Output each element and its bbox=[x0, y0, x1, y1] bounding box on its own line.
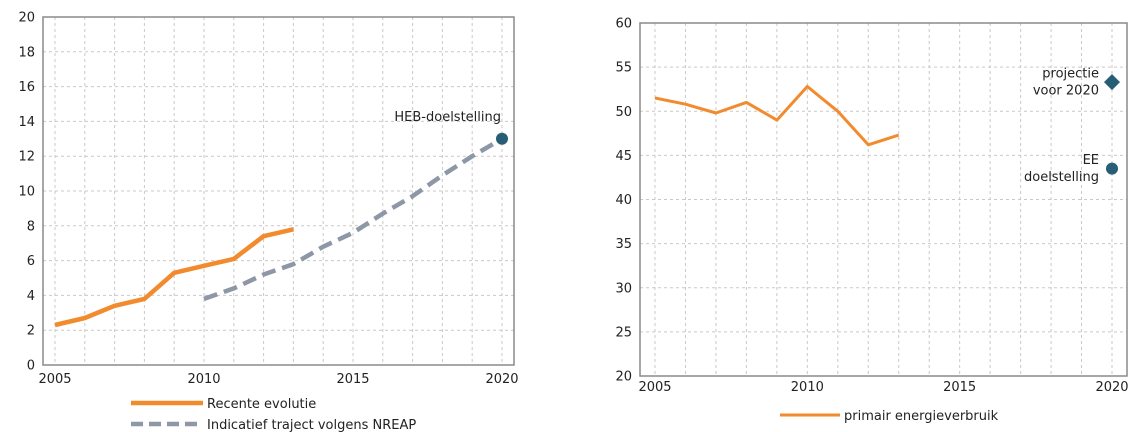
y-tick-label: 6 bbox=[27, 254, 35, 269]
y-tick-label: 25 bbox=[615, 325, 632, 340]
y-tick-label: 10 bbox=[18, 185, 35, 200]
y-tick-label: 14 bbox=[18, 115, 35, 130]
y-tick-label: 0 bbox=[27, 359, 35, 374]
point-marker bbox=[496, 132, 508, 145]
point-label: projectie voor 2020 bbox=[1033, 67, 1099, 99]
legend-label: primair energieverbruik bbox=[844, 409, 999, 424]
y-tick-label: 35 bbox=[615, 237, 632, 252]
plot-frame bbox=[639, 22, 1128, 377]
y-tick-label: 55 bbox=[615, 61, 632, 76]
y-tick-label: 50 bbox=[615, 105, 632, 120]
point-label: HEB-doelstelling bbox=[394, 110, 501, 125]
y-tick-label: 40 bbox=[615, 193, 632, 208]
series-line bbox=[203, 136, 504, 302]
x-tick-label: 2015 bbox=[943, 380, 976, 395]
legend-label: Recente evolutie bbox=[207, 397, 316, 412]
chart-primair-energieverbruik: 20 25 30 35 40 45 50 55 60 2005 2010 2015 2020 projec… bbox=[615, 17, 1128, 425]
y-tick-label: 8 bbox=[27, 219, 35, 234]
x-tick-label: 2015 bbox=[336, 372, 369, 387]
series-line bbox=[654, 85, 900, 147]
y-tick-label: 16 bbox=[18, 80, 35, 95]
y-tick-label: 60 bbox=[615, 17, 632, 32]
x-tick-label: 2020 bbox=[485, 372, 518, 387]
plot-frame bbox=[42, 16, 515, 366]
point-marker bbox=[1106, 162, 1118, 175]
x-tick-label: 2020 bbox=[1095, 380, 1128, 395]
x-tick-label: 2005 bbox=[38, 372, 71, 387]
x-tick-label: 2005 bbox=[638, 380, 671, 395]
point-label: EE doelstelling bbox=[1024, 153, 1099, 185]
x-tick-label: 2010 bbox=[187, 372, 220, 387]
chart-heb-evolutie: 0 2 4 6 8 10 12 14 16 18 20 2005 2010 2015 2020 HEB-doe… bbox=[18, 11, 518, 432]
y-tick-label: 4 bbox=[27, 289, 35, 304]
y-tick-label: 45 bbox=[615, 149, 632, 164]
y-tick-label: 20 bbox=[615, 370, 632, 385]
series-line bbox=[54, 227, 294, 328]
point-marker bbox=[1104, 74, 1120, 91]
x-tick-label: 2010 bbox=[791, 380, 824, 395]
plot-area bbox=[640, 23, 1127, 376]
y-tick-label: 30 bbox=[615, 281, 632, 296]
y-tick-label: 20 bbox=[18, 11, 35, 26]
y-tick-label: 18 bbox=[18, 45, 35, 60]
legend-label: Indicatief traject volgens NREAP bbox=[207, 418, 416, 432]
y-tick-label: 12 bbox=[18, 150, 35, 165]
y-tick-label: 2 bbox=[27, 324, 35, 339]
